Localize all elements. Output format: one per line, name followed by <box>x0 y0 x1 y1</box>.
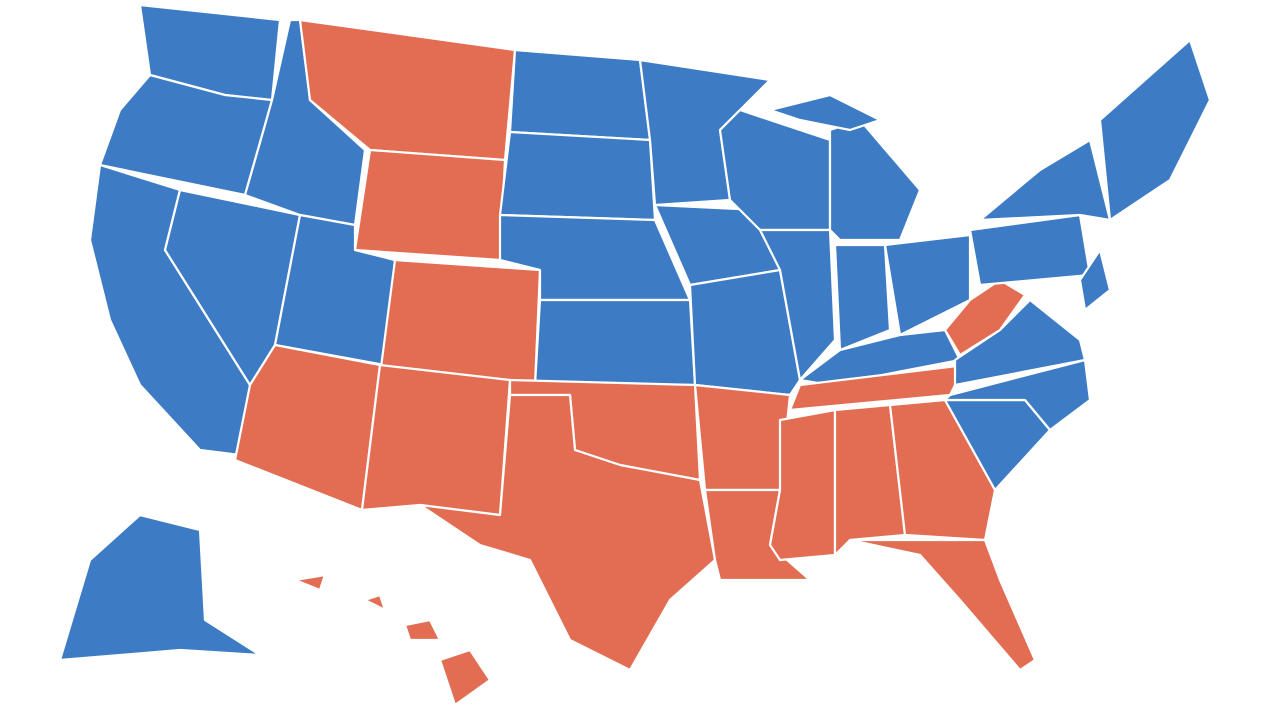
state <box>498 130 657 222</box>
state <box>768 93 882 132</box>
state <box>758 228 837 382</box>
state <box>828 118 922 242</box>
state <box>533 298 697 387</box>
state <box>403 618 442 642</box>
state <box>888 398 997 542</box>
state <box>943 278 1027 357</box>
state <box>978 138 1112 222</box>
state <box>233 343 382 512</box>
state <box>833 243 892 352</box>
state <box>848 538 1037 672</box>
state <box>968 213 1092 287</box>
state <box>360 363 512 517</box>
state <box>378 258 542 387</box>
state <box>363 593 387 612</box>
states <box>58 3 1212 707</box>
state <box>1098 38 1212 222</box>
state <box>438 648 492 707</box>
state <box>1078 248 1112 312</box>
state <box>833 403 907 557</box>
state <box>688 268 802 397</box>
state <box>418 393 717 672</box>
state <box>768 408 837 562</box>
state <box>58 513 262 662</box>
state <box>293 573 327 592</box>
state <box>508 48 652 142</box>
state <box>693 383 792 492</box>
state <box>353 148 507 262</box>
